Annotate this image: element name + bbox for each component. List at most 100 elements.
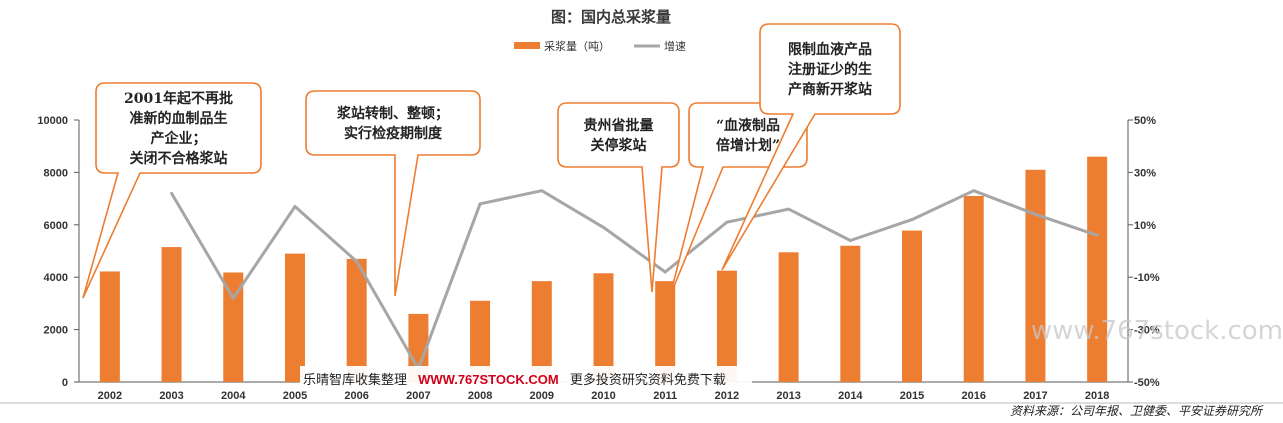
x-tick-label: 2017 xyxy=(1023,390,1047,402)
bar-2018 xyxy=(1087,156,1108,382)
y-tick-label-right: -50% xyxy=(1134,377,1160,389)
x-tick-label: 2018 xyxy=(1085,390,1109,402)
chart-title: 图：国内总采浆量 xyxy=(551,8,671,26)
callout-text-line: 2001年起不再批 xyxy=(124,90,233,107)
y-tick-label-right: 10% xyxy=(1134,220,1156,232)
y-tick-label-left: 0 xyxy=(62,377,68,389)
growth-point-2003 xyxy=(170,191,174,195)
x-tick-label: 2003 xyxy=(159,390,183,402)
y-tick-label-left: 8000 xyxy=(44,167,68,179)
x-tick-label: 2007 xyxy=(406,390,430,402)
y-tick-label-left: 2000 xyxy=(44,325,68,337)
bar-2016 xyxy=(963,195,984,382)
bar-2014 xyxy=(840,245,861,382)
bar-2003 xyxy=(161,247,182,382)
bar-2009 xyxy=(531,281,552,382)
watermark-url: WWW.767STOCK.COM xyxy=(418,372,559,387)
y-tick-label-right: -30% xyxy=(1134,325,1160,337)
legend: 采浆量（吨） 增速 xyxy=(514,39,686,53)
growth-point-2011 xyxy=(663,270,667,274)
callout-text-line: 贵州省批量 xyxy=(584,117,654,134)
callout-text-line: 产企业； xyxy=(151,130,207,147)
legend-label-line: 增速 xyxy=(664,39,686,53)
growth-point-2008 xyxy=(478,202,482,206)
growth-point-2010 xyxy=(602,225,605,229)
bar-2015 xyxy=(902,230,923,382)
growth-point-2004 xyxy=(231,296,235,300)
growth-point-2018 xyxy=(1095,233,1099,237)
y-ticks-left: 0 2000 4000 6000 8000 10000 xyxy=(37,115,79,389)
y-ticks-right: -50% -30% -10% 10% 30% 50% xyxy=(1128,115,1160,389)
bar-2010 xyxy=(593,273,614,382)
x-tick-label: 2015 xyxy=(900,390,924,402)
x-tick-label: 2016 xyxy=(961,390,985,402)
callout-text-line: 产商新开浆站 xyxy=(788,81,872,98)
callout-box xyxy=(721,23,901,271)
y-tick-label-left: 4000 xyxy=(44,272,68,284)
growth-point-2017 xyxy=(1033,212,1037,216)
line-series xyxy=(170,189,1099,371)
watermark-suffix: 更多投资研究资料免费下载 xyxy=(570,372,726,388)
x-ticks: 2002 2003 2004 2005 2006 2007 2008 2009 2010 2011… xyxy=(98,390,1110,402)
watermark-banner: 乐晴智库收集整理 WWW.767STOCK.COM 更多投资研究资料免费下载 xyxy=(300,366,752,390)
bar-2008 xyxy=(470,300,491,382)
watermark-banner-text: 乐晴智库收集整理 WWW.767STOCK.COM 更多投资研究资料免费下载 xyxy=(303,369,726,388)
bar-2011 xyxy=(655,281,676,382)
legend-label-bar: 采浆量（吨） xyxy=(544,39,610,53)
x-tick-label: 2006 xyxy=(344,390,368,402)
bar-2004 xyxy=(223,272,244,382)
bar-2017 xyxy=(1025,169,1046,382)
growth-point-2005 xyxy=(293,204,297,208)
bar-2012 xyxy=(716,270,737,382)
callout-text-line: 准新的血制品生 xyxy=(130,110,228,127)
callout-text-line: 浆站转制、整顿； xyxy=(337,105,449,122)
x-tick-label: 2012 xyxy=(715,390,739,402)
x-tick-label: 2009 xyxy=(530,390,554,402)
callout-box xyxy=(557,102,680,293)
callout-box xyxy=(305,90,481,297)
y-tick-label-left: 10000 xyxy=(37,115,68,127)
x-tick-label: 2011 xyxy=(653,390,677,402)
growth-point-2016 xyxy=(972,189,976,193)
growth-point-2013 xyxy=(787,207,791,211)
watermark-prefix: 乐晴智库收集整理 xyxy=(303,372,407,388)
x-tick-label: 2004 xyxy=(221,390,246,402)
bar-2007 xyxy=(408,313,429,382)
y-tick-label-right: -10% xyxy=(1134,272,1160,284)
growth-point-2015 xyxy=(910,218,914,222)
x-tick-label: 2013 xyxy=(776,390,800,402)
callout-box xyxy=(82,82,262,299)
bar-series xyxy=(99,156,1108,382)
callout-2: 浆站转制、整顿； 实行检疫期制度 xyxy=(305,90,481,297)
callout-text-line: “血液制品 xyxy=(716,117,780,134)
callout-text-line: 实行检疫期制度 xyxy=(344,125,443,142)
bar-2005 xyxy=(284,253,305,382)
watermark-side: www.767stock.com xyxy=(1031,316,1283,346)
legend-swatch-bar xyxy=(514,42,540,49)
bar-2006 xyxy=(346,258,367,382)
callout-text-line: 倍增计划” xyxy=(716,137,780,154)
source-note: 资料来源：公司年报、卫健委、平安证券研究所 xyxy=(1010,404,1264,418)
callout-text-line: 注册证少的生 xyxy=(788,61,872,78)
x-tick-label: 2008 xyxy=(468,390,492,402)
growth-line xyxy=(170,189,1098,371)
growth-point-2014 xyxy=(848,239,852,243)
x-tick-label: 2010 xyxy=(591,390,615,402)
growth-point-2006 xyxy=(355,259,359,263)
watermark-banner-bg xyxy=(300,366,752,390)
y-tick-label-right: 50% xyxy=(1134,115,1156,127)
callout-text-line: 关停浆站 xyxy=(591,137,647,154)
growth-point-2012 xyxy=(725,220,729,224)
bar-2002 xyxy=(99,271,120,382)
bar-2013 xyxy=(778,252,799,382)
callout-text-line: 关闭不合格浆站 xyxy=(130,150,228,167)
y-tick-label-right: 30% xyxy=(1134,167,1156,179)
callout-text-line: 限制血液产品 xyxy=(788,41,872,58)
x-tick-label: 2005 xyxy=(283,390,307,402)
growth-point-2009 xyxy=(540,189,544,193)
